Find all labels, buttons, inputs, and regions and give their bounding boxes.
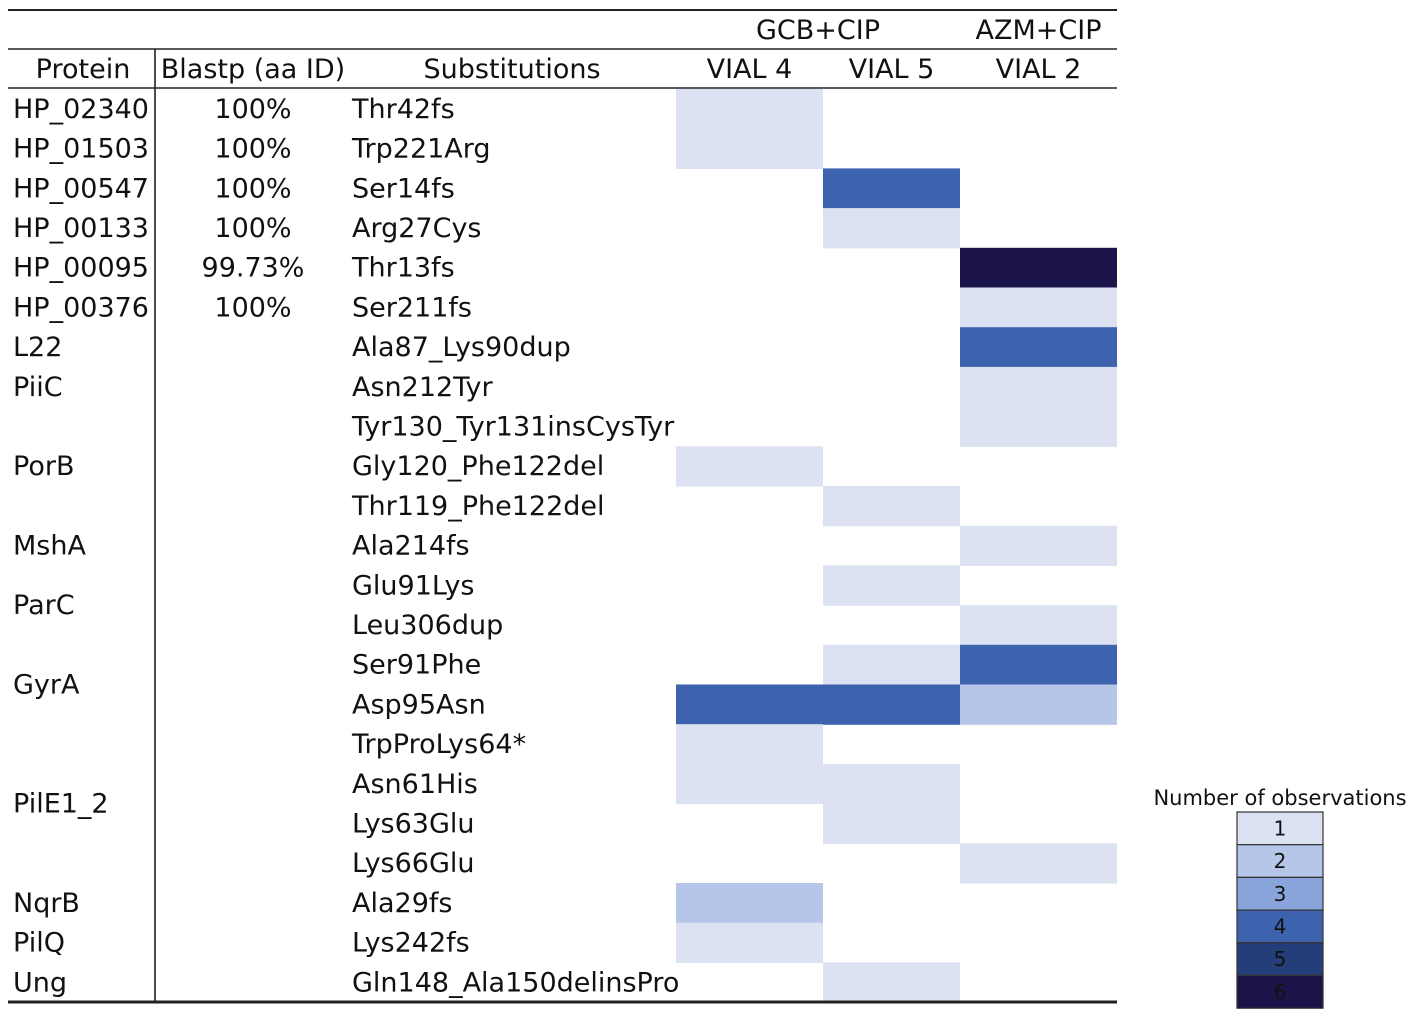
blastp-value: 99.73% [202, 253, 305, 284]
substitution-label: Ser211fs [352, 292, 472, 323]
heatmap-cell [960, 684, 1117, 725]
protein-label: ParC [13, 590, 75, 621]
protein-label: MshA [13, 531, 86, 562]
heatmap-cell [676, 89, 823, 130]
blastp-value: 100% [214, 292, 291, 323]
substitutions-header: Substitutions [423, 54, 600, 85]
heatmap-cell [676, 684, 823, 725]
legend-swatch [1236, 942, 1324, 977]
legend-label: 5 [1274, 947, 1287, 971]
group-header: GCB+CIP [756, 15, 880, 46]
column-header: VIAL 2 [996, 54, 1082, 85]
protein-label: PiiC [13, 372, 63, 403]
substitution-label: Asn212Tyr [352, 372, 493, 403]
substitution-label: Ser14fs [352, 173, 455, 204]
protein-label: NqrB [13, 888, 80, 919]
legend: Number of observations 1 2 3 4 5 6 [1153, 786, 1407, 1009]
legend-label: 4 [1274, 914, 1287, 938]
substitution-label: Thr42fs [351, 94, 455, 125]
protein-label: HP_00095 [13, 253, 149, 284]
substitution-label: Tyr130_Tyr131insCysTyr [351, 411, 675, 442]
legend-swatch [1236, 876, 1324, 911]
heatmap-cell [960, 406, 1117, 447]
heatmap-cell [823, 486, 960, 527]
heatmap-cell [960, 287, 1117, 328]
table-headers: GCB+CIP AZM+CIP Protein Blastp (aa ID) Subst… [36, 15, 1102, 85]
table-rows: HP_02340 100% Thr42fs HP_01503 100% Trp221Arg… [13, 94, 679, 998]
heatmap-cell [960, 525, 1117, 566]
heatmap-cell [960, 644, 1117, 686]
substitution-label: Ser91Phe [352, 650, 481, 681]
column-header: VIAL 5 [849, 54, 935, 85]
heatmap-cell [960, 366, 1117, 408]
heatmap-cell [960, 605, 1117, 646]
substitution-label: Glu91Lys [352, 570, 475, 601]
heatmap-cell [960, 327, 1117, 368]
substitution-label: Lys63Glu [352, 808, 475, 839]
heatmap-cell [960, 247, 1117, 289]
substitution-label: Thr13fs [351, 253, 455, 284]
heatmap-cell [823, 168, 960, 209]
column-header: VIAL 4 [707, 54, 793, 85]
legend-swatch [1236, 974, 1324, 1009]
protein-label: PilQ [13, 928, 65, 959]
heatmap-cell [676, 724, 823, 765]
protein-label: HP_00376 [13, 292, 149, 323]
substitution-label: Asn61His [352, 769, 478, 800]
heatmap-cell [960, 843, 1117, 884]
substitution-label: Ala214fs [352, 531, 470, 562]
legend-title: Number of observations [1153, 786, 1406, 810]
substitution-label: Ala29fs [352, 888, 452, 919]
heatmap-cell [823, 644, 960, 686]
substitution-label: Lys66Glu [352, 848, 475, 879]
heatmap-cell [823, 803, 960, 844]
legend-label: 2 [1274, 849, 1287, 873]
heatmap-cell [676, 763, 823, 805]
heatmap-cell [823, 684, 960, 725]
protein-label: HP_00547 [13, 173, 149, 204]
heatmap-cell [823, 763, 960, 805]
substitution-label: TrpProLys64* [351, 729, 526, 760]
heatmap-cell [676, 883, 823, 924]
protein-label: PilE1_2 [13, 789, 109, 820]
table-rules [8, 9, 1117, 1004]
heatmap-cell [676, 128, 823, 169]
blastp-header: Blastp (aa ID) [161, 54, 345, 85]
protein-label: L22 [13, 332, 62, 363]
heatmap-cell [823, 962, 960, 1003]
legend-swatch [1236, 811, 1324, 846]
substitution-label: Leu306dup [352, 610, 503, 641]
protein-label: GyrA [13, 670, 80, 701]
substitution-label: Ala87_Lys90dup [352, 332, 571, 363]
heatmap-cell [823, 208, 960, 249]
blastp-value: 100% [214, 134, 291, 165]
legend-label: 6 [1274, 980, 1287, 1004]
substitution-label: Trp221Arg [351, 134, 491, 165]
blastp-value: 100% [214, 94, 291, 125]
protein-label: HP_01503 [13, 134, 149, 165]
substitution-label: Thr119_Phe122del [351, 491, 605, 522]
blastp-value: 100% [214, 213, 291, 244]
legend-swatch [1236, 909, 1324, 944]
substitution-label: Asp95Asn [352, 689, 486, 720]
legend-label: 1 [1274, 816, 1287, 840]
substitution-label: Arg27Cys [352, 213, 482, 244]
protein-label: HP_02340 [13, 94, 149, 125]
protein-label: HP_00133 [13, 213, 149, 244]
protein-label: Ung [13, 967, 67, 998]
heatmap-cell [676, 446, 823, 487]
group-header: AZM+CIP [976, 15, 1102, 46]
substitution-label: Lys242fs [352, 928, 470, 959]
substitution-label: Gln148_Ala150delinsPro [352, 967, 679, 998]
protein-label: PorB [13, 451, 74, 482]
blastp-value: 100% [214, 173, 291, 204]
heatmap-cell [676, 922, 823, 963]
protein-header: Protein [36, 54, 131, 85]
legend-label: 3 [1274, 882, 1287, 906]
substitution-label: Gly120_Phe122del [352, 451, 604, 482]
heatmap-cell [823, 565, 960, 606]
heatmap-cells [676, 89, 1117, 1003]
